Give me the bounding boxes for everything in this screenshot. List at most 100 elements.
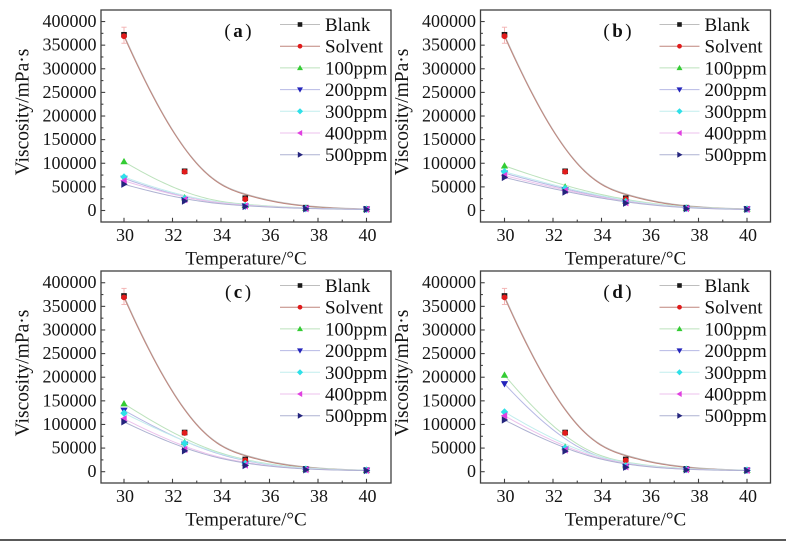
svg-text:36: 36 [262, 486, 280, 506]
svg-text:0: 0 [467, 200, 476, 220]
svg-text:(b): (b) [603, 21, 631, 42]
svg-text:500ppm: 500ppm [705, 406, 768, 427]
svg-text:0: 0 [467, 461, 476, 481]
svg-text:Blank: Blank [325, 276, 371, 297]
svg-text:38: 38 [691, 486, 709, 506]
svg-text:350000: 350000 [43, 296, 97, 316]
svg-text:150000: 150000 [43, 390, 97, 410]
svg-text:500ppm: 500ppm [705, 145, 768, 166]
svg-text:30: 30 [497, 486, 515, 506]
svg-text:(d): (d) [603, 282, 631, 303]
svg-text:50000: 50000 [52, 438, 97, 458]
svg-text:100000: 100000 [422, 153, 476, 173]
svg-text:Viscosity/mPa·s: Viscosity/mPa·s [392, 310, 413, 437]
svg-text:100000: 100000 [43, 414, 97, 434]
svg-text:Blank: Blank [705, 276, 751, 297]
svg-text:36: 36 [642, 486, 660, 506]
svg-text:30: 30 [497, 225, 515, 245]
svg-text:400000: 400000 [422, 272, 476, 292]
svg-text:(a): (a) [224, 21, 251, 42]
svg-text:32: 32 [165, 225, 183, 245]
svg-text:250000: 250000 [422, 343, 476, 363]
svg-text:100ppm: 100ppm [705, 58, 768, 79]
svg-text:50000: 50000 [431, 176, 476, 196]
svg-text:Solvent: Solvent [705, 298, 764, 319]
svg-text:34: 34 [213, 225, 231, 245]
svg-text:Viscosity/mPa·s: Viscosity/mPa·s [392, 49, 413, 176]
svg-text:Viscosity/mPa·s: Viscosity/mPa·s [13, 49, 34, 176]
svg-text:36: 36 [262, 225, 280, 245]
svg-text:100000: 100000 [422, 414, 476, 434]
svg-text:150000: 150000 [422, 129, 476, 149]
svg-text:350000: 350000 [422, 296, 476, 316]
svg-text:200ppm: 200ppm [325, 80, 388, 101]
svg-text:300ppm: 300ppm [705, 363, 768, 384]
svg-text:40: 40 [359, 225, 377, 245]
svg-text:300000: 300000 [43, 58, 97, 78]
svg-text:150000: 150000 [43, 129, 97, 149]
svg-text:30: 30 [116, 225, 134, 245]
svg-text:32: 32 [545, 225, 563, 245]
svg-text:Temperature/°C: Temperature/°C [565, 249, 686, 270]
svg-text:40: 40 [359, 486, 377, 506]
svg-text:100ppm: 100ppm [705, 319, 768, 340]
svg-text:400ppm: 400ppm [705, 385, 768, 406]
svg-text:200000: 200000 [43, 367, 97, 387]
svg-text:(c): (c) [225, 282, 251, 303]
svg-text:150000: 150000 [422, 390, 476, 410]
svg-text:Blank: Blank [325, 15, 371, 36]
svg-text:300ppm: 300ppm [325, 102, 388, 123]
svg-text:300000: 300000 [422, 58, 476, 78]
svg-text:Temperature/°C: Temperature/°C [565, 510, 686, 531]
svg-text:Solvent: Solvent [325, 298, 384, 319]
svg-text:30: 30 [116, 486, 134, 506]
svg-text:300ppm: 300ppm [705, 102, 768, 123]
svg-text:200000: 200000 [422, 106, 476, 126]
svg-text:38: 38 [310, 486, 328, 506]
svg-text:40: 40 [739, 486, 757, 506]
svg-text:38: 38 [691, 225, 709, 245]
svg-text:400ppm: 400ppm [705, 124, 768, 145]
svg-text:300ppm: 300ppm [325, 363, 388, 384]
svg-text:Temperature/°C: Temperature/°C [185, 249, 306, 270]
svg-text:100ppm: 100ppm [325, 58, 388, 79]
svg-text:200ppm: 200ppm [705, 80, 768, 101]
svg-text:34: 34 [594, 225, 612, 245]
svg-text:100ppm: 100ppm [325, 319, 388, 340]
svg-text:34: 34 [594, 486, 612, 506]
svg-text:Solvent: Solvent [705, 37, 764, 58]
svg-text:400000: 400000 [43, 11, 97, 31]
svg-text:36: 36 [642, 225, 660, 245]
svg-text:400ppm: 400ppm [325, 124, 388, 145]
svg-text:400000: 400000 [43, 272, 97, 292]
svg-text:34: 34 [213, 486, 231, 506]
svg-text:500ppm: 500ppm [325, 406, 388, 427]
svg-text:400ppm: 400ppm [325, 385, 388, 406]
svg-text:500ppm: 500ppm [325, 145, 388, 166]
svg-text:Temperature/°C: Temperature/°C [185, 510, 306, 531]
svg-text:250000: 250000 [43, 82, 97, 102]
svg-text:32: 32 [545, 486, 563, 506]
svg-text:38: 38 [310, 225, 328, 245]
svg-text:200ppm: 200ppm [325, 341, 388, 362]
svg-text:40: 40 [739, 225, 757, 245]
svg-text:200000: 200000 [422, 367, 476, 387]
svg-text:300000: 300000 [43, 319, 97, 339]
svg-text:0: 0 [88, 200, 97, 220]
svg-text:250000: 250000 [43, 343, 97, 363]
svg-text:32: 32 [165, 486, 183, 506]
svg-text:300000: 300000 [422, 319, 476, 339]
svg-text:Solvent: Solvent [325, 37, 384, 58]
svg-text:100000: 100000 [43, 153, 97, 173]
svg-text:50000: 50000 [431, 438, 476, 458]
svg-text:250000: 250000 [422, 82, 476, 102]
svg-text:200000: 200000 [43, 106, 97, 126]
svg-text:Blank: Blank [705, 15, 751, 36]
svg-text:200ppm: 200ppm [705, 341, 768, 362]
svg-text:50000: 50000 [52, 176, 97, 196]
svg-text:0: 0 [88, 461, 97, 481]
svg-text:Viscosity/mPa·s: Viscosity/mPa·s [13, 310, 34, 437]
svg-text:350000: 350000 [43, 35, 97, 55]
svg-text:350000: 350000 [422, 35, 476, 55]
svg-text:400000: 400000 [422, 11, 476, 31]
